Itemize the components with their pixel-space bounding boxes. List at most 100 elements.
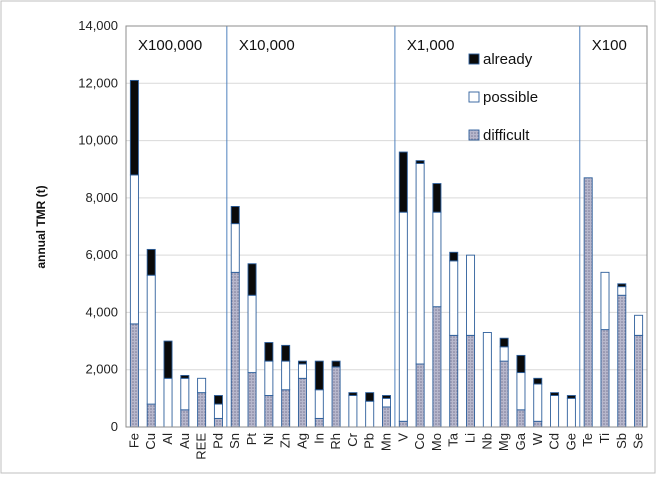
bar-segment-possible-W [533, 383, 543, 422]
x-tick-label: Cd [547, 433, 562, 450]
x-tick-label: Fe [126, 433, 141, 448]
bar-segment-possible-Pt [247, 294, 257, 374]
bar-segment-already-Co [415, 160, 425, 164]
bar-segment-difficult-Mo [432, 306, 442, 428]
legend: already possible difficult [468, 51, 538, 144]
bar-segment-possible-Co [415, 163, 425, 365]
bar-segment-possible-Mo [432, 211, 442, 308]
bar-segment-possible-Li [466, 254, 476, 336]
bar-segment-possible-REE [197, 377, 207, 394]
bar-segment-already-Sb [617, 283, 627, 288]
bar-segment-already-Ag [297, 360, 307, 365]
bar-segment-difficult-Te [583, 177, 593, 428]
x-tick-label: Cr [345, 432, 360, 446]
bars [129, 79, 644, 428]
group-labels: X100,000 X10,000 X1,000 X100 [138, 37, 627, 54]
bar-segment-possible-In [314, 389, 324, 419]
bar-segment-possible-Pd [213, 403, 223, 419]
legend-label: already [483, 51, 533, 68]
bar-segment-difficult-Mn [382, 406, 391, 428]
x-tick-label: Zn [278, 433, 293, 448]
bar-segment-possible-Pb [365, 400, 375, 428]
bar-segment-possible-V [398, 211, 408, 422]
bar-segment-already-Mo [432, 183, 442, 213]
bar-segment-possible-Au [180, 377, 190, 411]
x-tick-label: Sn [227, 433, 242, 449]
bar-segment-difficult-Cu [146, 403, 156, 428]
bar-segment-already-Mn [382, 395, 391, 399]
bar-segment-already-Pb [365, 392, 375, 402]
bar-segment-possible-Cr [348, 395, 358, 428]
legend-swatch-possible [468, 91, 480, 103]
legend-swatch-difficult [468, 129, 480, 141]
bar-segment-already-W [533, 377, 543, 385]
x-tick-label: REE [194, 433, 209, 460]
bar-segment-difficult-Ga [516, 409, 526, 428]
bar-segment-difficult-Zn [281, 389, 291, 428]
x-tick-label: Nb [479, 433, 494, 450]
bar-segment-difficult-Ti [600, 329, 610, 428]
x-tick-label: Se [631, 433, 646, 449]
bar-segment-possible-Cu [146, 274, 156, 405]
bar-segment-already-Sn [230, 205, 240, 225]
bar-segment-difficult-Mg [499, 360, 509, 428]
bar-segment-difficult-Fe [129, 323, 139, 428]
x-tick-label: In [311, 433, 326, 444]
y-tick-label: 0 [111, 419, 118, 434]
x-tick-label: V [395, 433, 410, 442]
x-tick-label: Pt [244, 433, 259, 446]
bar-segment-difficult-Au [180, 409, 190, 428]
x-tick-label: Ta [446, 432, 461, 447]
bar-segment-already-Ga [516, 354, 526, 374]
y-tick-label: 12,000 [78, 75, 118, 90]
x-axis-labels: Fe Cu Al Au REE Pd Sn Pt Ni Zn Ag In Rh Cr Pb Mn V Co Mo Ta… [126, 432, 645, 460]
bar-segment-difficult-Se [634, 334, 644, 428]
bar-segment-already-Al [163, 340, 173, 379]
bar-segment-already-Pd [213, 395, 223, 405]
x-tick-label: Au [177, 433, 192, 449]
bar-segment-difficult-Sb [617, 294, 627, 428]
bar-segment-already-Au [180, 374, 190, 379]
y-axis-title: annual TMR (t) [34, 185, 48, 268]
bar-segment-difficult-Ni [264, 395, 274, 428]
bar-segment-possible-Sn [230, 223, 240, 273]
bar-segment-already-Cr [348, 392, 358, 396]
x-tick-label: Ti [597, 433, 612, 443]
x-tick-label: Li [463, 433, 478, 443]
bar-segment-difficult-W [533, 420, 543, 428]
bar-segment-possible-Nb [482, 332, 492, 428]
y-tick-label: 2,000 [85, 362, 118, 377]
x-tick-label: Te [580, 433, 595, 447]
group-label: X10,000 [239, 37, 295, 54]
bar-segment-already-Pt [247, 263, 257, 296]
bar-segment-possible-Ti [600, 271, 610, 331]
x-tick-label: Ge [563, 433, 578, 450]
bar-segment-already-V [398, 151, 408, 213]
bar-segment-already-Mg [499, 337, 509, 348]
bar-segment-already-Zn [281, 344, 291, 362]
group-dividers [226, 26, 581, 427]
bar-segment-difficult-Ag [297, 377, 307, 428]
x-tick-label: Ag [294, 433, 309, 449]
bar-segment-already-Ge [566, 395, 576, 399]
bar-segment-difficult-Li [466, 334, 476, 428]
x-tick-label: Sb [614, 433, 629, 449]
group-label: X100 [592, 37, 627, 54]
x-tick-label: Cu [143, 433, 158, 450]
bar-segment-possible-Ge [566, 397, 576, 428]
group-label: X1,000 [407, 37, 455, 54]
legend-label: possible [483, 89, 538, 106]
gridlines [126, 82, 647, 371]
bar-segment-possible-Cd [550, 395, 560, 428]
bar-segment-difficult-REE [197, 392, 207, 428]
x-tick-label: W [530, 432, 545, 445]
plot-area-border [125, 25, 648, 428]
bar-segment-difficult-Sn [230, 271, 240, 428]
x-tick-label: Pb [362, 433, 377, 449]
x-tick-label: Co [412, 433, 427, 450]
bar-segment-possible-Ag [297, 363, 307, 379]
bar-segment-possible-Fe [129, 174, 139, 325]
y-tick-label: 4,000 [85, 304, 118, 319]
